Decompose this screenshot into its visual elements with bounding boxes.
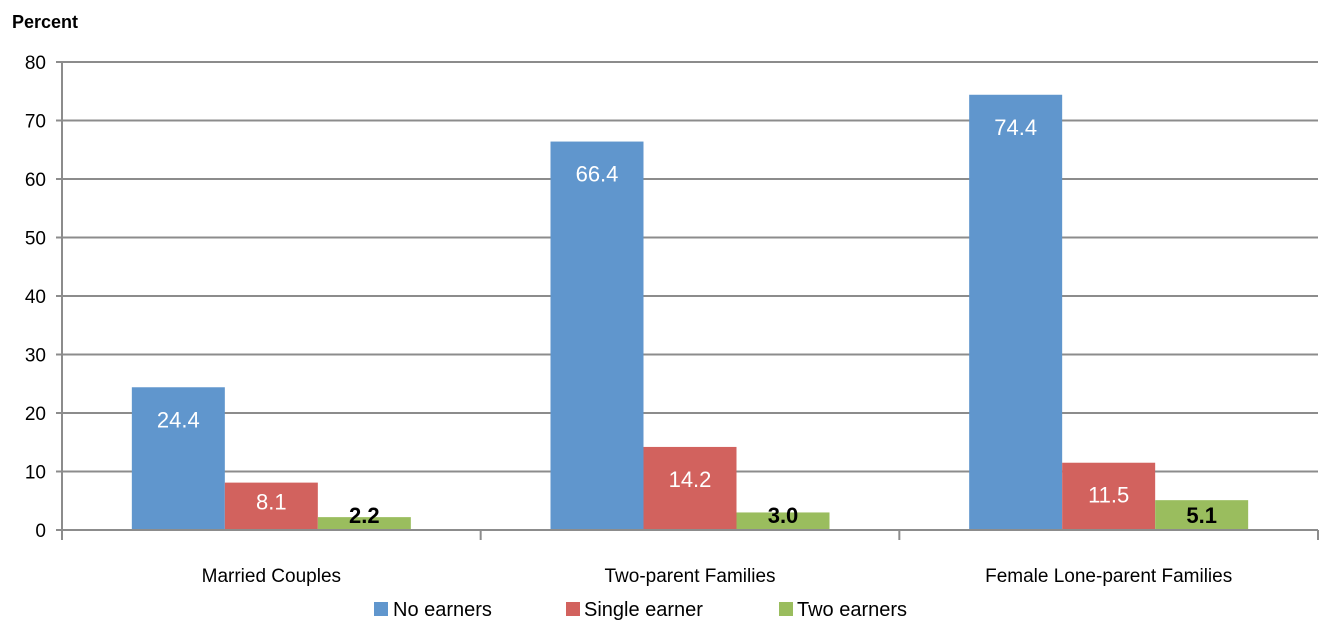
y-axis-label: Percent [12,12,78,32]
legend-item: Single earner [566,599,703,621]
category-labels: Married Couples Two-parent Families Female… [202,566,1233,587]
y-tick-label: 70 [25,112,46,133]
bar-two-earners [317,517,411,530]
legend-item: No earners [374,599,492,621]
y-tick-label: 60 [25,170,46,191]
data-label: 24.4 [157,407,200,432]
y-tick-label: 20 [25,404,46,425]
data-label: 14.2 [669,467,712,492]
bar-single-earner [1062,462,1156,530]
data-label: 2.2 [349,503,380,528]
bar-two-earners [1155,500,1249,530]
y-tick-label: 50 [25,229,46,250]
bar-no-earners [131,387,225,530]
y-tick-label: 30 [25,346,46,367]
bar-no-earners [969,94,1063,530]
category-label: Two-parent Families [604,566,775,587]
y-tick-label: 40 [25,287,46,308]
bar-single-earner [224,482,318,530]
legend-swatch [374,602,388,616]
bar-single-earner [643,446,737,530]
legend-label: Two earners [797,599,907,621]
y-tick-labels: 0 10 20 30 40 50 60 70 80 [25,53,46,542]
category-label: Married Couples [202,566,341,587]
legend: No earners Single earner Two earners [374,599,907,621]
legend-item: Two earners [779,599,907,621]
data-label: 5.1 [1186,503,1217,528]
bar-no-earners [550,141,644,530]
data-label: 11.5 [1088,483,1129,508]
y-tick-label: 80 [25,53,46,74]
legend-swatch [779,602,793,616]
category-label: Female Lone-parent Families [985,566,1232,587]
y-tick-label: 0 [35,521,46,542]
legend-label: Single earner [584,599,703,621]
y-tick-label: 10 [25,463,46,484]
bar-two-earners [736,512,830,530]
data-label: 8.1 [256,490,287,515]
legend-label: No earners [393,599,492,621]
data-label: 74.4 [994,115,1037,140]
gridlines [62,61,1318,473]
data-label: 66.4 [576,162,619,187]
axes [56,61,1319,540]
bars: 24.4 8.1 2.2 66.4 14.2 3.0 74.4 11.5 5.1 [131,94,1249,530]
legend-swatch [566,602,580,616]
data-label: 3.0 [768,503,799,528]
